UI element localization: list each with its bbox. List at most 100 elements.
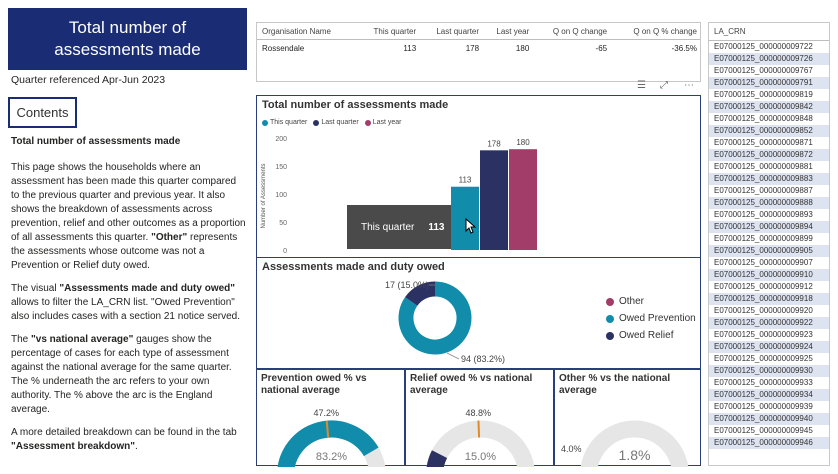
gauge-track [580,420,689,467]
list-item[interactable]: E07000125_000000009939 [714,402,813,411]
page-title-text: Total number of assessments made [54,18,201,59]
bar-chart[interactable]: 0 50 100 150 200 Number of Assessments 113 178 1… [257,126,700,257]
donut-slice[interactable] [405,281,436,307]
list-item[interactable]: E07000125_000000009905 [709,245,829,257]
donut-slice[interactable] [398,281,472,355]
list-item[interactable]: E07000125_000000009883 [709,173,829,185]
bar[interactable] [480,150,508,250]
bar-chart-panel[interactable]: Total number of assessments made This qu… [256,95,701,258]
text: The [11,334,32,345]
filter-icon[interactable]: ☰ [637,80,646,91]
description-para-1: This page shows the households where an … [11,161,247,273]
bar-data-label: 113 [459,176,472,185]
legend-dot-icon [606,297,614,306]
list-item[interactable]: E07000125_000000009920 [714,306,813,315]
table-cell: -36.5% [671,44,697,53]
list-item[interactable]: E07000125_000000009842 [709,101,829,113]
y-tick-label: 150 [275,164,287,171]
la-crn-list[interactable]: LA_CRN E07000125_000000009722 E07000125_0… [708,22,830,466]
legend-item[interactable]: Last year [364,119,402,126]
y-tick-label: 200 [275,136,287,143]
list-item[interactable]: E07000125_000000009852 [709,125,829,137]
table-header-cell[interactable]: This quarter [356,23,420,40]
table-cell: -65 [595,44,608,53]
list-item[interactable]: E07000125_000000009819 [714,90,813,99]
list-item[interactable]: E07000125_000000009899 [714,234,813,243]
list-item[interactable]: E07000125_000000009924 [709,341,829,353]
donut-chart[interactable]: 17 (15.0%) 94 (83.2%) [257,258,597,366]
list-item[interactable]: E07000125_000000009945 [714,426,813,435]
legend-label: Last quarter [321,119,359,126]
list-item[interactable]: E07000125_000000009912 [714,282,813,291]
list-item[interactable]: E07000125_000000009881 [714,162,813,171]
bar-data-label: 178 [487,139,501,148]
list-item[interactable]: E07000125_000000009933 [714,378,813,387]
gauge-panel[interactable]: Other % vs the national average 4.0% 1.8% [554,369,701,467]
table-header-cell[interactable]: Organisation Name [257,23,357,40]
list-item[interactable]: E07000125_000000009726 [709,53,829,65]
gauge-value-label: 15.0% [465,451,496,463]
legend-dot-icon [313,119,320,126]
la-crn-items[interactable]: E07000125_000000009722 E07000125_00000000… [709,41,829,449]
donut-legend: Other Owed Prevention Owed Relief [606,296,696,347]
list-item[interactable]: E07000125_000000009922 [709,317,829,329]
text: allows to filter the LA_CRN list. "Owed … [11,297,241,322]
gauge-value-label: 1.8% [619,447,651,463]
legend-item[interactable]: This quarter [262,119,307,126]
list-item[interactable]: E07000125_000000009791 [709,77,829,89]
list-item[interactable]: E07000125_000000009888 [709,197,829,209]
legend-label: This quarter [270,119,308,126]
gauge-target-marker [477,420,481,438]
more-options-icon[interactable]: ⋯ [684,80,694,91]
list-item[interactable]: E07000125_000000009910 [709,269,829,281]
table-header-cell[interactable]: Q on Q change [532,23,611,40]
bar[interactable] [451,186,479,250]
list-item[interactable]: E07000125_000000009872 [709,149,829,161]
bar[interactable] [509,149,537,250]
text: This page shows the households where an … [11,162,246,243]
list-item[interactable]: E07000125_000000009925 [714,354,813,363]
tooltip-label: This quarter [361,221,415,233]
table-cell: 180 [515,44,530,53]
description-heading: Total number of assessments made [11,136,181,147]
gauge-title: Relief owed % vs national average [410,373,533,396]
list-item[interactable]: E07000125_000000009848 [714,114,813,123]
leader-line [446,352,460,360]
list-item[interactable]: E07000125_000000009893 [714,210,813,219]
description-para-2: The visual "Assessments made and duty ow… [11,282,247,324]
summary-table[interactable]: Organisation Name This quarter Last quarte… [256,22,701,82]
table-header-cell[interactable]: Last quarter [419,23,483,40]
gauge-panel[interactable]: Relief owed % vs national average 48.8% 15… [405,369,554,467]
description-para-4: A more detailed breakdown can be found i… [11,426,247,454]
list-item[interactable]: E07000125_000000009887 [714,186,813,195]
y-tick-label: 100 [275,192,287,199]
table-cell: Rossendale [262,44,305,53]
table-header-cell[interactable]: Last year [482,23,533,40]
list-item[interactable]: E07000125_000000009894 [709,221,829,233]
list-item[interactable]: E07000125_000000009722 [714,42,813,51]
text: . [134,441,138,452]
list-item[interactable]: E07000125_000000009934 [709,389,829,401]
focus-mode-icon[interactable]: ⤢ [660,80,668,91]
list-item[interactable]: E07000125_000000009871 [714,138,813,147]
contents-button[interactable]: Contents [8,97,77,128]
list-item[interactable]: E07000125_000000009923 [714,330,813,339]
donut-chart-panel[interactable]: Assessments made and duty owed 17 (15.0%… [256,258,701,369]
legend-item[interactable]: Other [606,296,696,307]
table-cell: 113 [403,44,417,53]
list-item[interactable]: E07000125_000000009930 [709,365,829,377]
list-item[interactable]: E07000125_000000009918 [709,293,829,305]
list-item[interactable]: E07000125_000000009767 [714,66,813,75]
legend-item[interactable]: Owed Relief [606,330,696,341]
donut-chart-title: Assessments made and duty owed [262,261,445,273]
gauge-panel[interactable]: Prevention owed % vs national average 47.… [256,369,405,467]
list-item[interactable]: E07000125_000000009940 [709,413,829,425]
legend-item[interactable]: Last quarter [313,119,359,126]
legend-item[interactable]: Owed Prevention [606,313,696,324]
table-row[interactable]: Rossendale 113 178 180 -65 -36.5% [257,40,700,58]
description: Total number of assessments made This pa… [11,135,247,463]
list-item[interactable]: E07000125_000000009907 [714,258,813,267]
text: A more detailed breakdown can be found i… [11,427,237,438]
list-item[interactable]: E07000125_000000009946 [709,437,829,449]
table-header-cell[interactable]: Q on Q % change [610,23,700,40]
